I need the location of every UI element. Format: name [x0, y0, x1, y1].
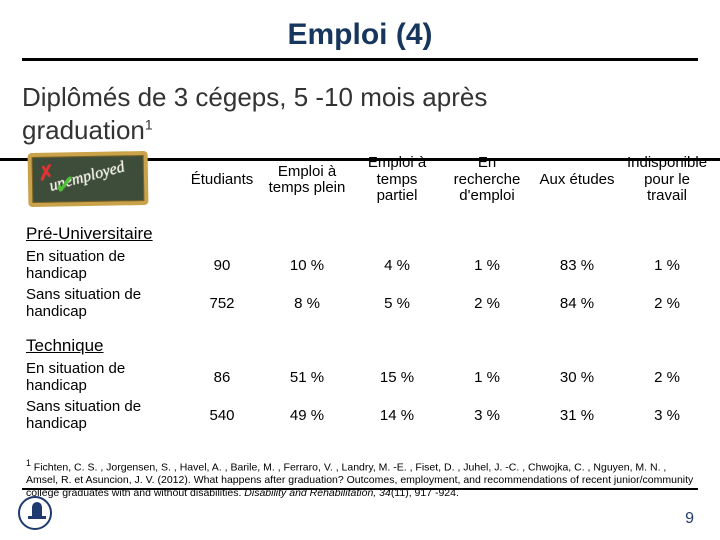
cell: 2 % [622, 358, 712, 396]
page-number: 9 [685, 510, 694, 528]
cell: 83 % [532, 246, 622, 284]
header-col-3: En recherche d'emploi [442, 150, 532, 210]
row-label: Sans situation de handicap [22, 284, 182, 322]
cell: 30 % [532, 358, 622, 396]
row-label: Sans situation de handicap [22, 396, 182, 434]
data-table: Étudiants Emploi à temps plein Emploi à … [22, 150, 712, 434]
cell: 8 % [262, 284, 352, 322]
cell: 15 % [352, 358, 442, 396]
header-col-5: Indisponible pour le travail [622, 150, 712, 210]
cell: 2 % [622, 284, 712, 322]
table-header-row: Étudiants Emploi à temps plein Emploi à … [22, 150, 712, 210]
subtitle-line2: graduation1 [22, 114, 698, 147]
subtitle-line1: Diplômés de 3 cégeps, 5 -10 mois après [22, 81, 698, 114]
row-label: En situation de handicap [22, 246, 182, 284]
data-table-area: Étudiants Emploi à temps plein Emploi à … [22, 150, 698, 434]
section-label: Technique [22, 322, 712, 358]
section-label: Pré-Universitaire [22, 210, 712, 246]
table-row: En situation de handicap 90 10 % 4 % 1 %… [22, 246, 712, 284]
cell: 1 % [622, 246, 712, 284]
section-header: Pré-Universitaire [22, 210, 712, 246]
header-col-2: Emploi à temps partiel [352, 150, 442, 210]
section-header: Technique [22, 322, 712, 358]
cell: 86 [182, 358, 262, 396]
title-rule [22, 58, 698, 61]
cell: 14 % [352, 396, 442, 434]
header-col-1: Emploi à temps plein [262, 150, 352, 210]
cell: 3 % [442, 396, 532, 434]
row-label: En situation de handicap [22, 358, 182, 396]
cell: 51 % [262, 358, 352, 396]
footer-rule [22, 488, 698, 490]
cell: 3 % [622, 396, 712, 434]
table-row: Sans situation de handicap 752 8 % 5 % 2… [22, 284, 712, 322]
table-row: Sans situation de handicap 540 49 % 14 %… [22, 396, 712, 434]
slide: Emploi (4) Diplômés de 3 cégeps, 5 -10 m… [0, 0, 720, 540]
cell: 2 % [442, 284, 532, 322]
subtitle-sup: 1 [145, 116, 153, 132]
cell: 84 % [532, 284, 622, 322]
subtitle-line2-text: graduation [22, 115, 145, 145]
cell: 49 % [262, 396, 352, 434]
title-block: Emploi (4) [22, 0, 698, 61]
subtitle-block: Diplômés de 3 cégeps, 5 -10 mois après g… [22, 81, 698, 146]
cell: 540 [182, 396, 262, 434]
cell: 90 [182, 246, 262, 284]
cell: 1 % [442, 246, 532, 284]
cell: 4 % [352, 246, 442, 284]
page-title: Emploi (4) [287, 18, 432, 52]
footnote: 1 Fichten, C. S. , Jorgensen, S. , Havel… [26, 458, 694, 499]
cell: 752 [182, 284, 262, 322]
cell: 10 % [262, 246, 352, 284]
cell: 5 % [352, 284, 442, 322]
table-row: En situation de handicap 86 51 % 15 % 1 … [22, 358, 712, 396]
cell: 1 % [442, 358, 532, 396]
header-col-4: Aux études [532, 150, 622, 210]
header-col-0: Étudiants [182, 150, 262, 210]
cell: 31 % [532, 396, 622, 434]
header-blank [22, 150, 182, 210]
logo-icon [18, 496, 52, 530]
